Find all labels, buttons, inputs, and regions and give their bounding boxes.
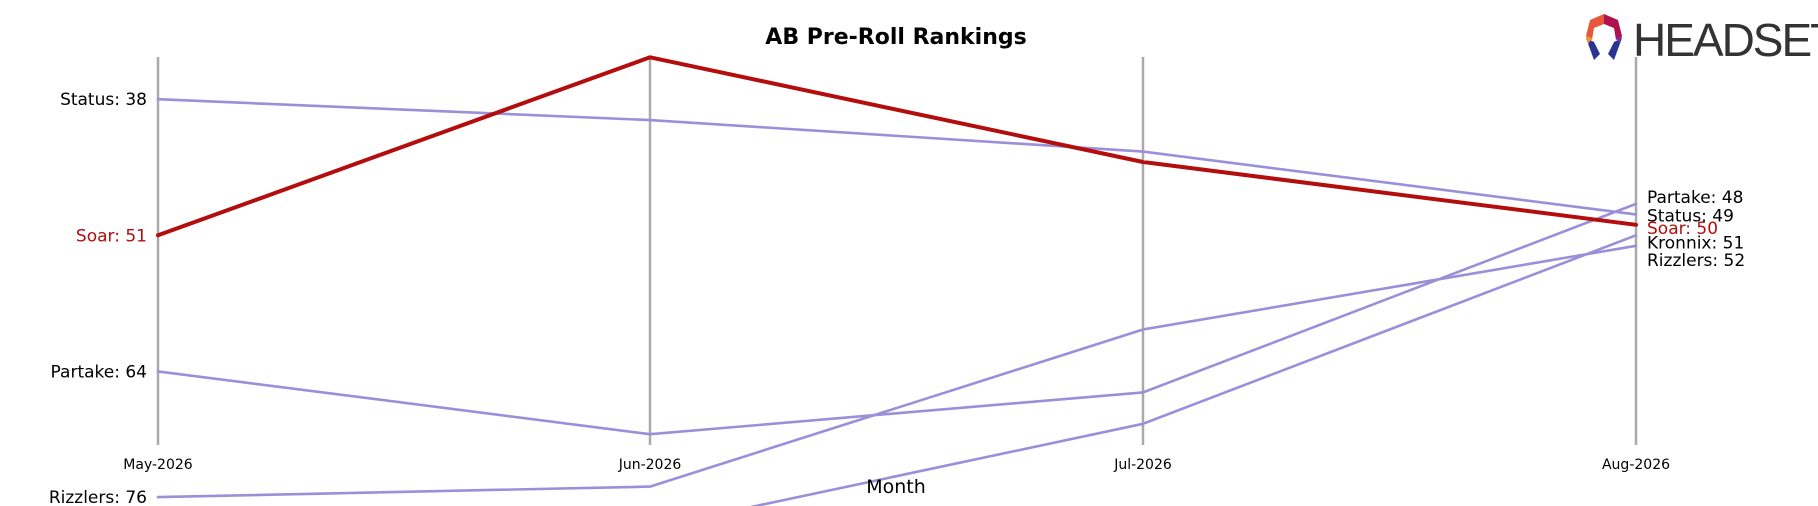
headset-logo-icon: [1586, 14, 1622, 60]
end-label-soar: Soar: 50: [1647, 219, 1718, 239]
start-label-partake: Partake: 64: [51, 362, 147, 382]
x-axis-label: Month: [866, 476, 926, 498]
x-tick-jul-2026: Jul-2026: [1113, 457, 1172, 473]
series-line-rizzlers: [156, 244, 1638, 499]
x-tick-labels: May-2026 Jun-2026 Jul-2026 Aug-2026: [123, 457, 1670, 473]
start-label-soar: Soar: 51: [76, 226, 147, 246]
series-line-partake: [156, 202, 1638, 436]
x-tick-jun-2026: Jun-2026: [618, 457, 682, 473]
start-label-status: Status: 38: [60, 90, 147, 110]
start-labels: Soar: 51 Status: 38 Partake: 64 Rizzlers: 7…: [49, 90, 147, 506]
start-label-rizzlers: Rizzlers: 76: [49, 488, 147, 506]
end-label-kronnix: Kronnix: 51: [1647, 233, 1744, 253]
end-label-rizzlers: Rizzlers: 52: [1647, 251, 1745, 271]
series-lines: [156, 55, 1638, 506]
series-line-kronnix: [749, 234, 1638, 506]
x-tick-may-2026: May-2026: [123, 457, 192, 473]
series-line-status: [156, 97, 1638, 216]
x-tick-aug-2026: Aug-2026: [1602, 457, 1670, 473]
grid-lines: [156, 57, 1638, 445]
chart-title: AB Pre-Roll Rankings: [765, 25, 1026, 50]
end-label-status: Status: 49: [1647, 206, 1734, 226]
series-line-soar: [156, 55, 1638, 238]
logo: HEADSET: [1586, 14, 1818, 66]
logo-text: HEADSET: [1633, 14, 1818, 66]
end-label-partake: Partake: 48: [1647, 188, 1743, 208]
